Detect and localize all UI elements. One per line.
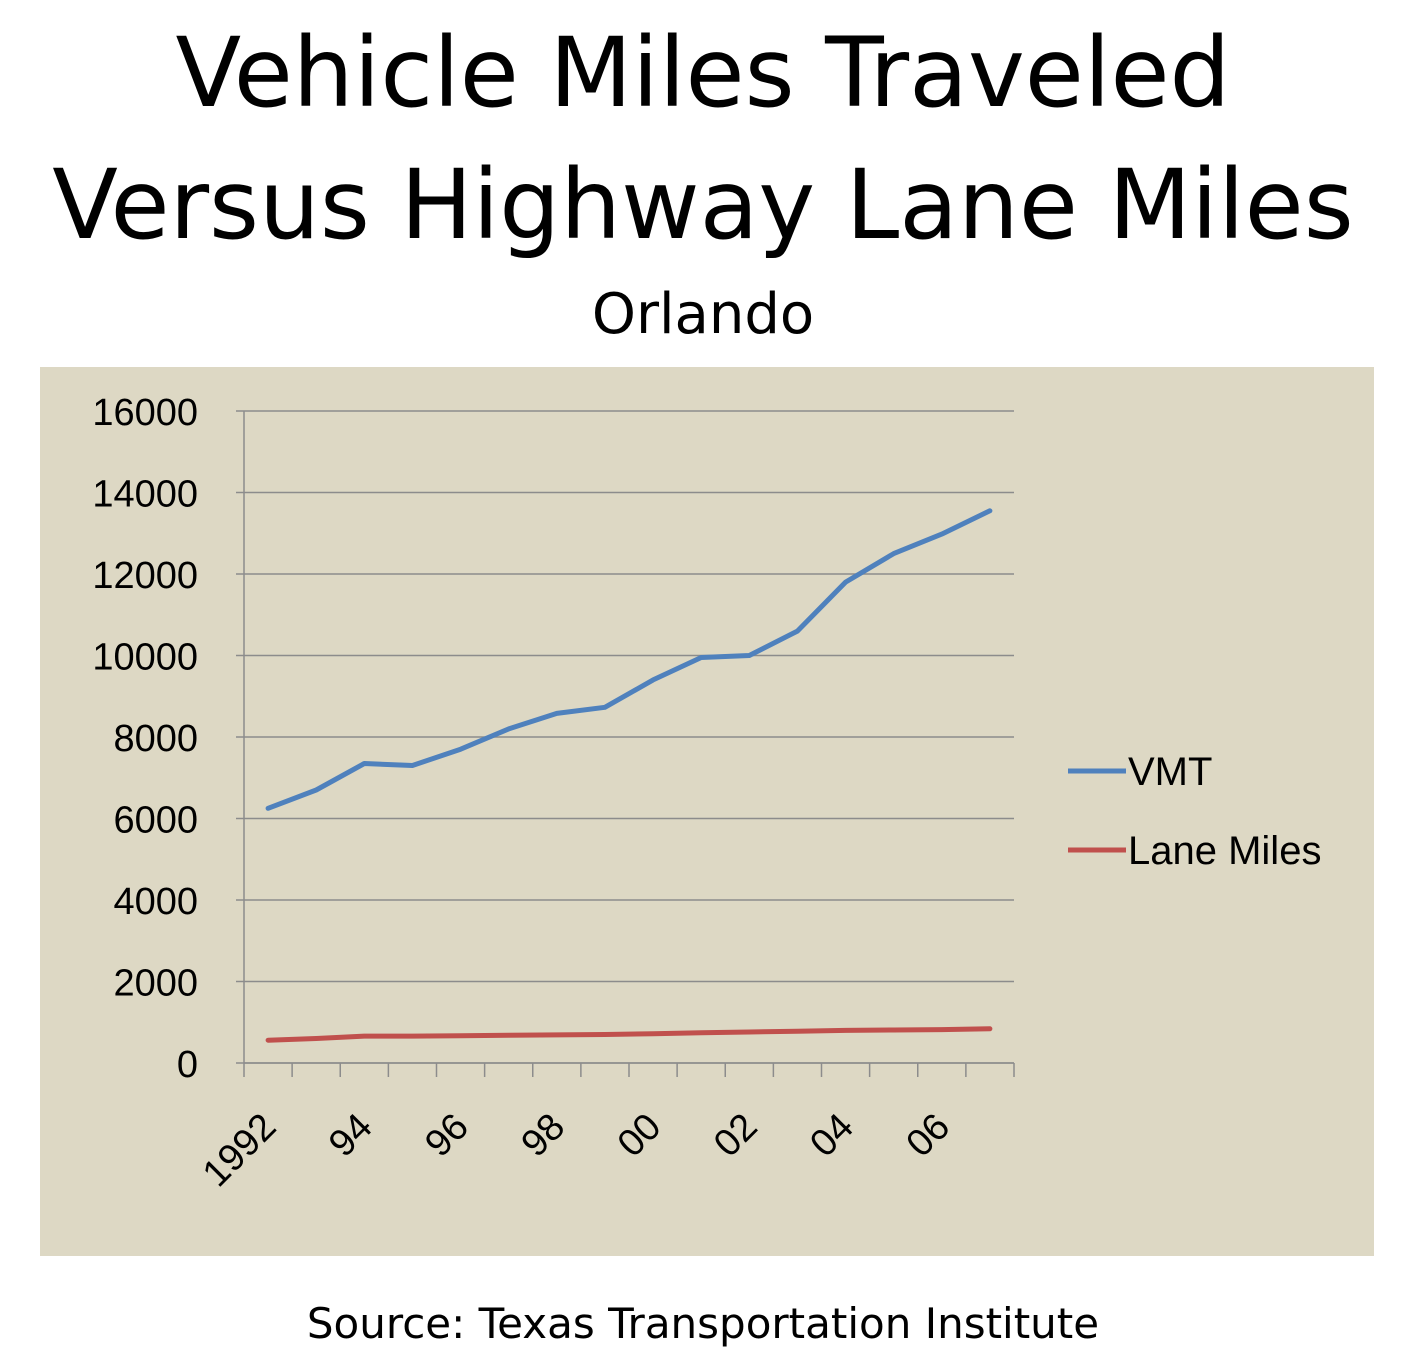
line-chart: 0200040006000800010000120001400016000199… (92, 392, 1321, 1195)
chart-panel: 0 2000 4000 6000 8000 10000 12000 14000 16000 199… (40, 367, 1374, 1256)
chart-title-line-2: Versus Highway Lane Miles (52, 149, 1354, 261)
x-tick-label: 04 (802, 1106, 862, 1166)
legend-label-vmt: VMT (1128, 750, 1212, 794)
x-tick-label: 1992 (195, 1106, 284, 1195)
x-tick-label: 02 (706, 1106, 766, 1166)
y-tick-label: 2000 (113, 963, 198, 1005)
y-tick-label: 4000 (113, 881, 198, 923)
y-tick-label: 16000 (92, 392, 198, 434)
chart-subtitle: Orlando (591, 282, 815, 347)
y-tick-label: 14000 (92, 474, 198, 516)
series-line-lane-miles (265, 1026, 993, 1043)
x-tick-label: 00 (610, 1106, 670, 1166)
chart-title-line-1: Vehicle Miles Traveled (175, 17, 1231, 129)
legend-label-lane-miles: Lane Miles (1128, 829, 1321, 873)
y-tick-label: 12000 (92, 555, 198, 597)
y-tick-label: 6000 (113, 800, 198, 842)
x-tick-label: 94 (321, 1106, 381, 1166)
series-line-vmt (265, 508, 993, 811)
x-tick-label: 96 (417, 1106, 477, 1166)
y-tick-label: 10000 (92, 637, 198, 679)
x-tick-label: 06 (899, 1106, 959, 1166)
x-tick-label: 98 (514, 1106, 574, 1166)
y-tick-label: 0 (177, 1044, 198, 1086)
y-tick-label: 8000 (113, 718, 198, 760)
source-caption: Source: Texas Transportation Institute (306, 1299, 1100, 1348)
